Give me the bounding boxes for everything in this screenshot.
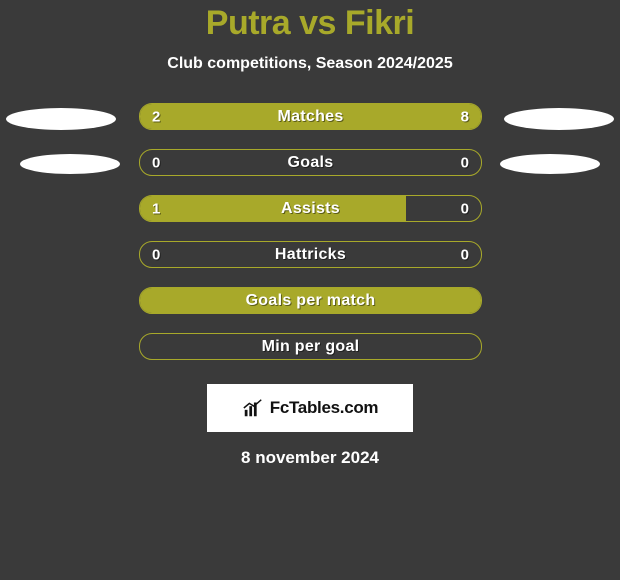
chart-icon xyxy=(242,397,264,419)
bar-track: 1 Assists 0 xyxy=(139,195,482,222)
bar-value-right: 0 xyxy=(461,246,469,263)
stat-row: 0 Hattricks 0 xyxy=(0,241,620,268)
bar-value-right: 0 xyxy=(461,154,469,171)
bar-track: 0 Hattricks 0 xyxy=(139,241,482,268)
bar-fill-left xyxy=(140,288,481,313)
bar-value-left: 0 xyxy=(152,154,160,171)
stat-row: 1 Assists 0 xyxy=(0,195,620,222)
bar-fill-left xyxy=(140,196,406,221)
bar-track: 0 Goals 0 xyxy=(139,149,482,176)
player-right-marker xyxy=(504,108,614,130)
stat-row: 0 Goals 0 xyxy=(0,149,620,176)
player-left-marker xyxy=(20,154,120,174)
date-label: 8 november 2024 xyxy=(0,448,620,468)
stat-row: Min per goal xyxy=(0,333,620,360)
bar-label: Goals xyxy=(140,154,481,172)
bar-label: Min per goal xyxy=(140,338,481,356)
player-left-marker xyxy=(6,108,116,130)
stat-row: 2 Matches 8 xyxy=(0,103,620,130)
bar-track: 2 Matches 8 xyxy=(139,103,482,130)
bar-fill-right xyxy=(205,104,481,129)
subtitle: Club competitions, Season 2024/2025 xyxy=(0,55,620,73)
player-right-marker xyxy=(500,154,600,174)
bar-value-left: 0 xyxy=(152,246,160,263)
bar-track: Goals per match xyxy=(139,287,482,314)
stat-rows: 2 Matches 8 0 Goals 0 1 Assists xyxy=(0,103,620,360)
brand-badge: FcTables.com xyxy=(207,384,413,432)
comparison-card: Putra vs Fikri Club competitions, Season… xyxy=(0,0,620,468)
bar-value-right: 0 xyxy=(461,200,469,217)
brand-text: FcTables.com xyxy=(270,398,379,418)
page-title: Putra vs Fikri xyxy=(0,4,620,43)
stat-row: Goals per match xyxy=(0,287,620,314)
bar-fill-left xyxy=(140,104,205,129)
bar-label: Hattricks xyxy=(140,246,481,264)
bar-track: Min per goal xyxy=(139,333,482,360)
